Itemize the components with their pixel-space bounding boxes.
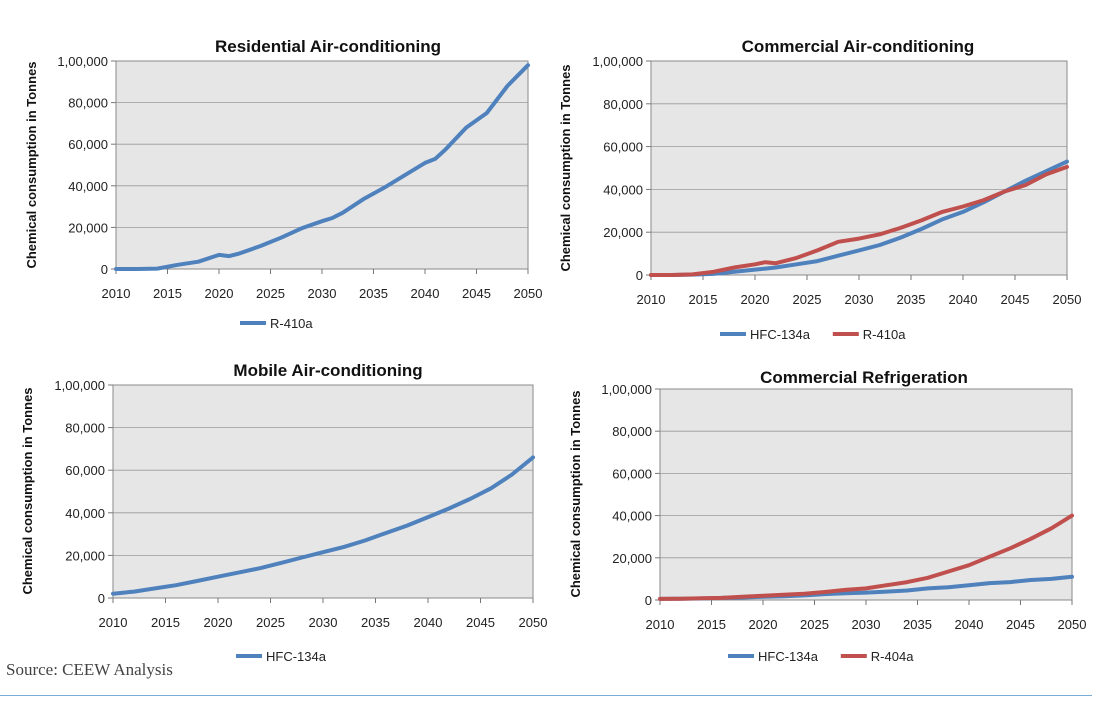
y-tick-label: 40,000 (68, 179, 108, 194)
x-tick-label: 2035 (897, 292, 926, 307)
y-tick-label: 60,000 (603, 140, 643, 155)
x-tick-label: 2020 (741, 292, 770, 307)
x-tick-label: 2030 (852, 617, 881, 632)
chart-title: Commercial Refrigeration (760, 368, 968, 387)
legend-label: HFC-134a (750, 327, 811, 342)
x-tick-label: 2010 (646, 617, 675, 632)
y-tick-label: 1,00,000 (601, 382, 652, 397)
x-tick-label: 2015 (689, 292, 718, 307)
chart-title: Commercial Air-conditioning (742, 37, 975, 56)
chart-title: Mobile Air-conditioning (233, 361, 422, 380)
x-tick-label: 2030 (309, 615, 338, 630)
x-tick-label: 2040 (411, 286, 440, 301)
plot-area (650, 60, 1068, 276)
y-axis-label: Chemical consumption in Tonnes (20, 387, 35, 594)
legend-label: R-410a (270, 316, 313, 331)
source-note: Source: CEEW Analysis (6, 660, 173, 679)
y-tick-label: 80,000 (612, 424, 652, 439)
legend-label: HFC-134a (266, 649, 327, 664)
series-line-hfc-134a (111, 455, 535, 596)
x-tick-label: 2020 (205, 286, 234, 301)
y-tick-label: 1,00,000 (57, 54, 108, 69)
x-tick-label: 2050 (1053, 292, 1082, 307)
x-tick-label: 2025 (793, 292, 822, 307)
x-tick-label: 2040 (955, 617, 984, 632)
chart-1: 0 20,000 40,000 60,000 80,000 1,00,000 2010 201… (558, 37, 1081, 342)
y-tick-label: 60,000 (68, 137, 108, 152)
x-tick-label: 2025 (800, 617, 829, 632)
y-tick-label: 80,000 (68, 96, 108, 111)
x-tick-label: 2010 (637, 292, 666, 307)
footer-divider (0, 695, 1092, 696)
legend-label: R-410a (863, 327, 906, 342)
x-tick-label: 2040 (414, 615, 443, 630)
series-line-r-410a (114, 63, 530, 271)
x-tick-label: 2010 (102, 286, 131, 301)
x-tick-label: 2015 (151, 615, 180, 630)
x-tick-label: 2010 (99, 615, 128, 630)
y-tick-label: 40,000 (612, 509, 652, 524)
x-tick-label: 2045 (466, 615, 495, 630)
x-tick-label: 2020 (204, 615, 233, 630)
y-axis-label: Chemical consumption in Tonnes (24, 61, 39, 268)
y-tick-label: 20,000 (612, 551, 652, 566)
y-tick-label: 1,00,000 (54, 378, 105, 393)
x-tick-label: 2030 (308, 286, 337, 301)
x-tick-label: 2030 (845, 292, 874, 307)
legend-label: R-404a (871, 649, 914, 664)
y-tick-label: 40,000 (65, 506, 105, 521)
chart-2: 0 20,000 40,000 60,000 80,000 1,00,000 2010 201… (20, 361, 547, 664)
x-tick-label: 2050 (1058, 617, 1087, 632)
x-tick-label: 2045 (1006, 617, 1035, 632)
chart-3: 0 20,000 40,000 60,000 80,000 1,00,000 2010 201… (568, 368, 1086, 664)
x-tick-label: 2040 (949, 292, 978, 307)
y-tick-label: 0 (101, 262, 108, 277)
x-tick-label: 2035 (359, 286, 388, 301)
x-tick-label: 2035 (361, 615, 390, 630)
plot-area (112, 384, 534, 599)
x-tick-label: 2045 (1001, 292, 1030, 307)
y-tick-label: 20,000 (68, 220, 108, 235)
plot-area (659, 388, 1073, 601)
x-tick-label: 2025 (256, 286, 285, 301)
x-tick-label: 2015 (697, 617, 726, 632)
x-tick-label: 2050 (514, 286, 543, 301)
series-line-r-410a (649, 164, 1069, 277)
y-axis-label: Chemical consumption in Tonnes (568, 390, 583, 597)
x-tick-label: 2045 (462, 286, 491, 301)
chart-0: 0 20,000 40,000 60,000 80,000 1,00,000 2010 201… (24, 37, 542, 331)
y-tick-label: 0 (636, 268, 643, 283)
y-tick-label: 1,00,000 (592, 54, 643, 69)
x-tick-label: 2015 (153, 286, 182, 301)
series-line-r-404a (658, 513, 1074, 601)
y-tick-label: 80,000 (65, 421, 105, 436)
y-tick-label: 0 (645, 593, 652, 608)
y-tick-label: 80,000 (603, 97, 643, 112)
y-tick-label: 40,000 (603, 182, 643, 197)
y-tick-label: 60,000 (65, 463, 105, 478)
y-axis-label: Chemical consumption in Tonnes (558, 64, 573, 271)
y-tick-label: 20,000 (603, 225, 643, 240)
y-tick-label: 60,000 (612, 466, 652, 481)
y-tick-label: 20,000 (65, 548, 105, 563)
chart-title: Residential Air-conditioning (215, 37, 441, 56)
legend-label: HFC-134a (758, 649, 819, 664)
x-tick-label: 2050 (519, 615, 548, 630)
x-tick-label: 2025 (256, 615, 285, 630)
y-tick-label: 0 (98, 591, 105, 606)
x-tick-label: 2020 (749, 617, 778, 632)
plot-area (115, 60, 529, 270)
x-tick-label: 2035 (903, 617, 932, 632)
